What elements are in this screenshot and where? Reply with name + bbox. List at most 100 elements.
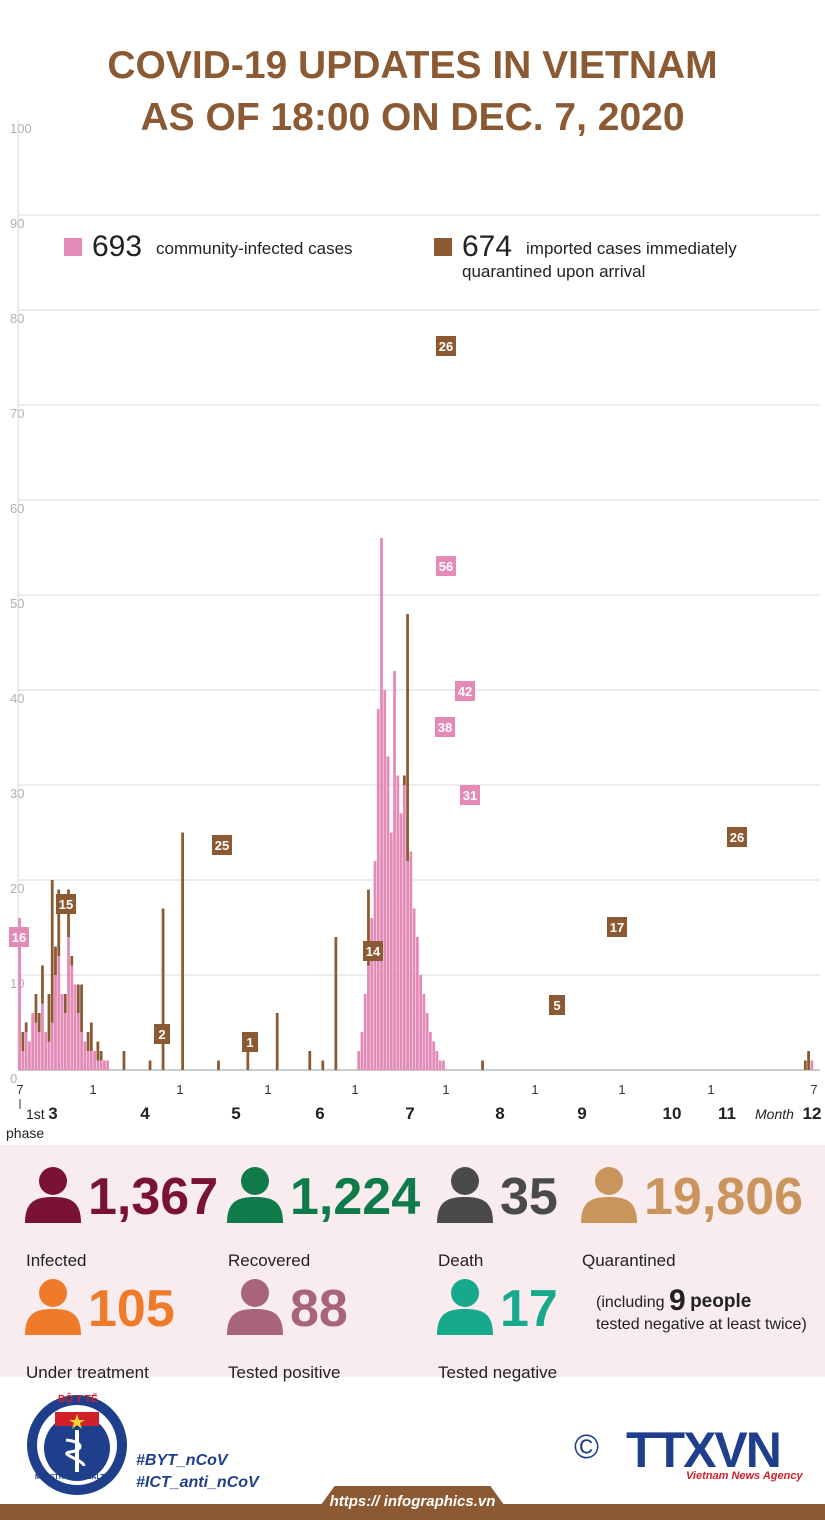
hashtag-ict[interactable]: #ICT_anti_nCoV xyxy=(136,1474,259,1491)
legend-imported-swatch xyxy=(434,238,452,256)
annotation-label: 16 xyxy=(12,930,26,945)
x-month-label: 7 xyxy=(405,1104,414,1123)
imported-bar xyxy=(122,1051,126,1070)
x-day-tick: 1 xyxy=(351,1082,358,1097)
annotation-box xyxy=(549,995,565,1015)
community-bar xyxy=(54,975,57,1070)
infographics-url-link[interactable]: https:// infographics.vn xyxy=(329,1493,496,1510)
annotation-box xyxy=(436,336,456,356)
community-bar xyxy=(406,861,409,1070)
y-tick-label: 0 xyxy=(10,1071,17,1086)
stat-label: Infected xyxy=(26,1251,87,1270)
logo-top-text: BỘ Y TẾ xyxy=(58,1394,98,1405)
y-tick-label: 40 xyxy=(10,691,24,706)
stat-label: Tested negative xyxy=(438,1363,558,1382)
community-bar xyxy=(442,1060,445,1070)
stat-value: 1,224 xyxy=(290,1168,421,1226)
note-prefix: (including xyxy=(596,1294,665,1311)
x-day-tick: 1 xyxy=(176,1082,183,1097)
community-bar xyxy=(76,1013,80,1070)
imported-bar xyxy=(99,1051,103,1061)
community-bar xyxy=(393,671,396,1070)
stats-panel: 1,367 Infected 1,224 Recovered 35 Death 19,806… xyxy=(0,1145,825,1382)
community-bar xyxy=(435,1051,439,1070)
community-bar xyxy=(18,918,22,1070)
annotation-box xyxy=(242,1032,258,1052)
imported-bar xyxy=(80,984,83,1032)
y-tick-label: 70 xyxy=(10,406,24,421)
imported-bar xyxy=(63,994,67,1013)
footer: BỘ Y TẾ MINISTRY OF HEALTH #BYT_nCoV #IC… xyxy=(0,1380,825,1520)
x-day-tick: 1 xyxy=(442,1082,449,1097)
x-month-label: 9 xyxy=(577,1104,586,1123)
community-bar xyxy=(383,690,387,1070)
community-bar xyxy=(357,1051,361,1070)
legend-community-swatch xyxy=(64,238,82,256)
community-bar xyxy=(34,1022,38,1070)
community-bar xyxy=(422,994,426,1070)
x-day-tick: 7 xyxy=(16,1082,23,1097)
annotation-box xyxy=(212,835,232,855)
person-icon xyxy=(25,1167,81,1223)
y-tick-label: 50 xyxy=(10,596,24,611)
y-tick-label: 60 xyxy=(10,501,24,516)
legend-imported-label-2: quarantined upon arrival xyxy=(462,262,645,281)
community-bar xyxy=(47,1041,51,1070)
community-bar xyxy=(370,918,374,1070)
person-icon xyxy=(437,1279,493,1335)
community-bar xyxy=(63,1013,67,1070)
hashtag-byt[interactable]: #BYT_nCoV xyxy=(136,1452,228,1469)
note-line2: tested negative at least twice) xyxy=(596,1316,807,1333)
annotation-label: 14 xyxy=(366,944,381,959)
community-bar xyxy=(419,975,423,1070)
community-bar xyxy=(389,832,393,1070)
ttxvn-logo: TTXVN xyxy=(626,1422,782,1478)
y-tick-label: 20 xyxy=(10,881,24,896)
imported-bar xyxy=(807,1051,810,1070)
annotation-label: 1 xyxy=(246,1035,253,1050)
annotation-box xyxy=(607,917,627,937)
imported-bar xyxy=(70,956,74,966)
community-bar xyxy=(360,1032,364,1070)
community-bar xyxy=(24,1032,28,1070)
imported-bar xyxy=(54,946,57,975)
x-month-label: 5 xyxy=(231,1104,240,1123)
chart: 0102030405060708090100161522511426564238… xyxy=(6,120,821,1141)
y-tick-label: 80 xyxy=(10,311,24,326)
community-bar xyxy=(409,851,413,1070)
annotation-label: 38 xyxy=(438,720,452,735)
imported-bar xyxy=(57,889,61,956)
community-bar xyxy=(50,1022,54,1070)
community-bar xyxy=(80,1032,83,1070)
imported-bar xyxy=(34,994,38,1023)
imported-bar xyxy=(21,1032,25,1051)
community-bar xyxy=(93,1051,96,1070)
community-bar xyxy=(415,937,419,1070)
annotation-label: 26 xyxy=(439,339,453,354)
x-month-label: 3 xyxy=(48,1104,57,1123)
annotation-box xyxy=(435,717,455,737)
annotation-label: 17 xyxy=(610,920,624,935)
community-bar xyxy=(363,994,367,1070)
y-tick-label: 100 xyxy=(10,121,32,136)
y-tick-label: 10 xyxy=(10,976,24,991)
legend-imported-count: 674 xyxy=(462,230,512,263)
community-bar xyxy=(28,1041,31,1070)
stat-value: 1,367 xyxy=(88,1168,219,1226)
stat-value: 19,806 xyxy=(644,1168,804,1226)
community-bar xyxy=(89,1051,93,1070)
legend-community-count: 693 xyxy=(92,230,142,263)
annotation-label: 5 xyxy=(553,998,560,1013)
stat-label: Recovered xyxy=(228,1251,311,1270)
page-title: COVID-19 UPDATES IN VIETNAM AS OF 18:00 … xyxy=(0,40,825,144)
imported-bar xyxy=(96,1041,100,1061)
community-bar xyxy=(73,984,77,1070)
imported-bar xyxy=(275,1013,279,1070)
annotation-label: 2 xyxy=(158,1027,165,1042)
month-axis-label: Month xyxy=(755,1106,794,1122)
x-day-tick: 1 xyxy=(531,1082,538,1097)
first-phase-label: 1st xyxy=(26,1106,45,1122)
community-bar xyxy=(67,937,70,1070)
community-bar xyxy=(60,994,64,1070)
person-icon xyxy=(581,1167,637,1223)
